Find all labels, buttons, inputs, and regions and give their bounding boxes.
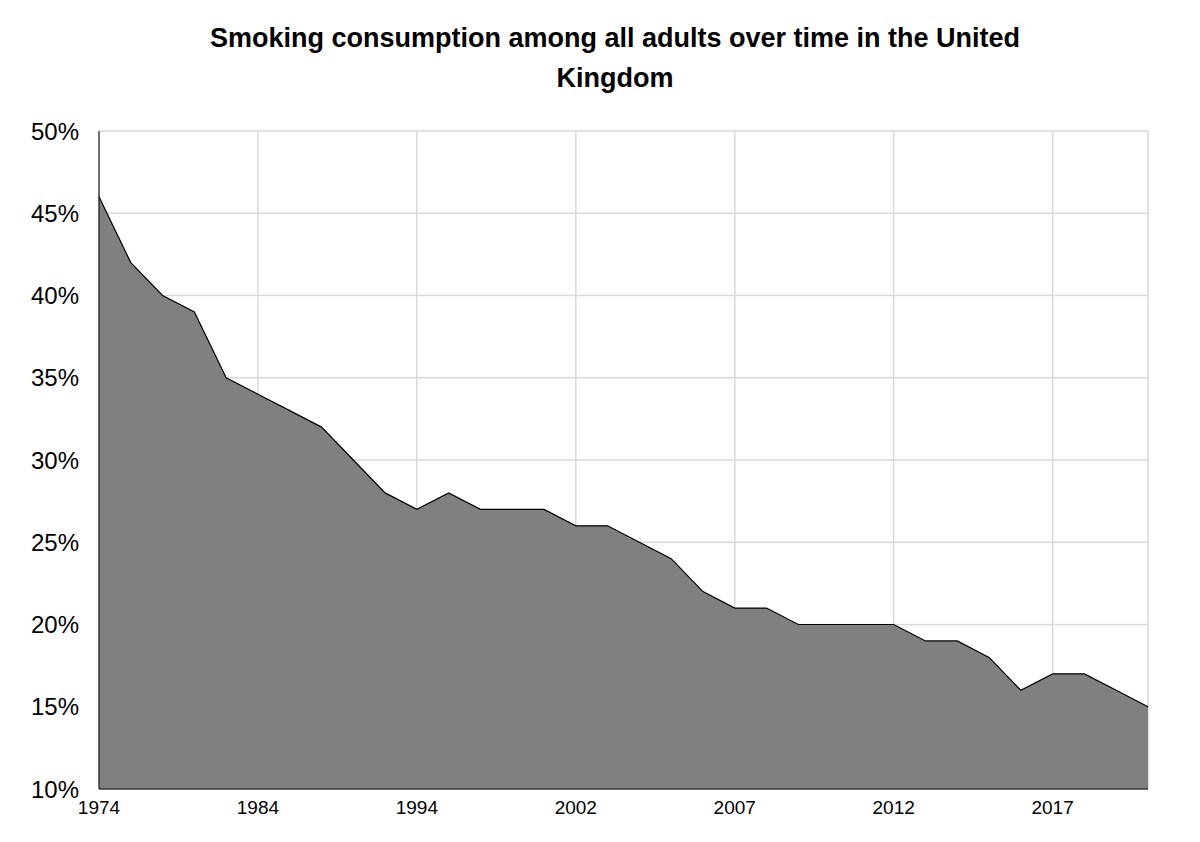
svg-text:1994: 1994 (396, 797, 439, 818)
svg-text:2007: 2007 (714, 797, 756, 818)
svg-text:2017: 2017 (1031, 797, 1073, 818)
svg-text:1984: 1984 (237, 797, 280, 818)
html-text:Smoking consumption among all: Smoking consumption among all adults ove… (210, 23, 1020, 93)
svg-text:10%: 10% (31, 776, 79, 803)
svg-text:25%: 25% (31, 529, 79, 556)
svg-text:20%: 20% (31, 611, 79, 638)
svg-text:35%: 35% (31, 364, 79, 391)
svg-text:50%: 50% (31, 118, 79, 145)
svg-text:2002: 2002 (555, 797, 597, 818)
svg-text:30%: 30% (31, 447, 79, 474)
svg-text:15%: 15% (31, 693, 79, 720)
svg-text:45%: 45% (31, 200, 79, 227)
svg-text:2012: 2012 (873, 797, 915, 818)
svg-text:1974: 1974 (78, 797, 121, 818)
svg-text:40%: 40% (31, 282, 79, 309)
